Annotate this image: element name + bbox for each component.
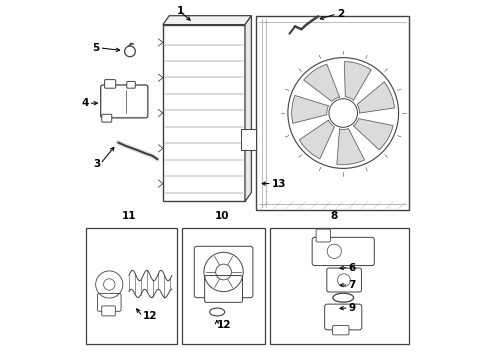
FancyBboxPatch shape xyxy=(102,306,115,316)
Text: 4: 4 xyxy=(81,98,89,108)
Text: 2: 2 xyxy=(337,9,344,19)
Text: 13: 13 xyxy=(272,179,286,189)
Polygon shape xyxy=(292,95,328,123)
Text: 10: 10 xyxy=(215,211,230,221)
Polygon shape xyxy=(304,64,340,101)
Polygon shape xyxy=(353,118,393,150)
Polygon shape xyxy=(357,82,394,113)
Bar xyxy=(256,16,409,210)
FancyBboxPatch shape xyxy=(194,246,253,298)
Text: 1: 1 xyxy=(176,6,184,17)
Bar xyxy=(182,228,265,344)
Text: 11: 11 xyxy=(122,211,136,221)
FancyBboxPatch shape xyxy=(333,325,349,335)
Text: 3: 3 xyxy=(93,159,100,169)
FancyBboxPatch shape xyxy=(205,275,243,302)
FancyBboxPatch shape xyxy=(100,85,148,118)
Bar xyxy=(242,129,256,150)
Polygon shape xyxy=(299,120,334,159)
FancyBboxPatch shape xyxy=(98,293,121,311)
FancyBboxPatch shape xyxy=(102,114,112,122)
Text: 5: 5 xyxy=(92,43,99,53)
Text: 12: 12 xyxy=(143,311,157,321)
Text: 6: 6 xyxy=(348,262,356,273)
FancyBboxPatch shape xyxy=(316,229,330,242)
Bar xyxy=(270,228,409,344)
Text: 7: 7 xyxy=(348,280,356,290)
Text: 12: 12 xyxy=(217,320,232,330)
Bar xyxy=(86,228,177,344)
FancyBboxPatch shape xyxy=(327,268,362,292)
FancyBboxPatch shape xyxy=(312,237,374,266)
Polygon shape xyxy=(245,16,251,202)
FancyBboxPatch shape xyxy=(104,80,116,88)
Bar xyxy=(163,24,245,202)
Text: 9: 9 xyxy=(348,303,356,313)
Polygon shape xyxy=(163,16,251,24)
FancyBboxPatch shape xyxy=(127,81,135,88)
Polygon shape xyxy=(337,129,365,165)
FancyBboxPatch shape xyxy=(325,304,362,330)
Text: 8: 8 xyxy=(331,211,338,221)
Polygon shape xyxy=(344,62,371,100)
